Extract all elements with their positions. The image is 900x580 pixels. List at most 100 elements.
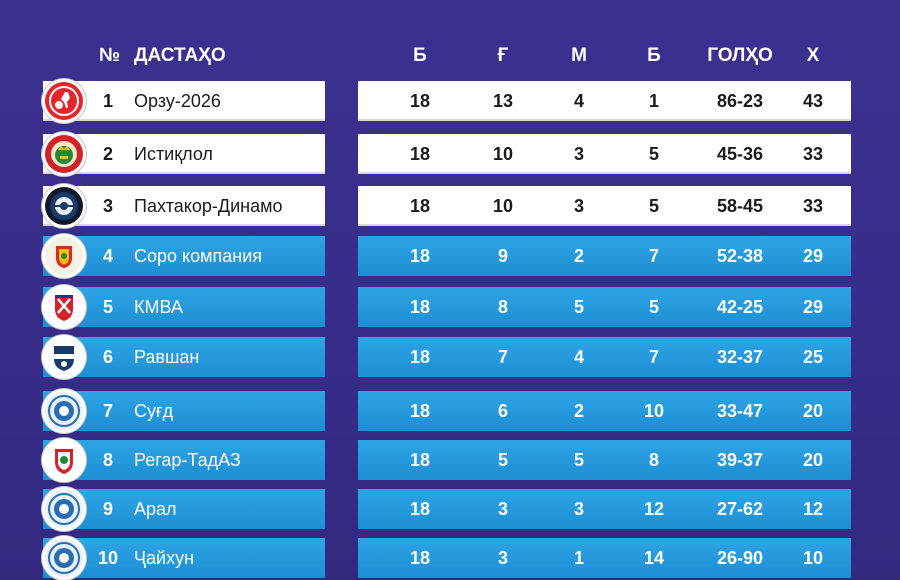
team-cell-bar <box>43 186 325 226</box>
team-cell-bar <box>43 134 325 174</box>
stats-cell-bar <box>358 287 851 327</box>
table-row: 4 Соро компания 18 9 2 7 52-38 29 <box>0 234 900 278</box>
table-row: 2 Истиқлол 18 10 3 5 45-36 33 <box>0 132 900 176</box>
team-logo-icon <box>42 487 86 531</box>
draws-value: 4 <box>573 91 584 111</box>
header-goals: ГОЛҲО <box>707 45 773 66</box>
table-row: 10 Ҷайхун 18 3 1 14 26-90 10 <box>0 536 900 580</box>
losses-value: 5 <box>648 196 659 216</box>
stats-cell-bar <box>358 538 851 578</box>
team-cell-bar <box>43 337 325 377</box>
table-row: 6 Равшан 18 7 4 7 32-37 25 <box>0 335 900 379</box>
table-row: 1 Орзу-2026 18 13 4 1 86-23 43 <box>0 79 900 123</box>
team-position: 3 <box>102 196 113 216</box>
played-value: 18 <box>409 347 431 367</box>
draws-value: 4 <box>573 347 584 367</box>
wins-value: 9 <box>497 246 508 266</box>
team-position: 10 <box>97 548 119 568</box>
team-name: Орзу-2026 <box>134 91 221 111</box>
losses-value: 10 <box>643 401 665 421</box>
wins-value: 3 <box>497 548 508 568</box>
wins-value: 6 <box>497 401 508 421</box>
played-value: 18 <box>409 548 431 568</box>
stats-cell-bar <box>358 81 851 121</box>
goals-value: 58-45 <box>716 196 764 216</box>
losses-value: 14 <box>643 548 665 568</box>
team-name: Суғд <box>134 401 174 421</box>
team-cell-bar <box>43 391 325 431</box>
points-value: 43 <box>802 91 824 111</box>
team-position: 1 <box>102 91 113 111</box>
draws-value: 3 <box>573 144 584 164</box>
header-team: ДАСТАҲО <box>134 45 226 66</box>
points-value: 25 <box>802 347 824 367</box>
team-cell-bar <box>43 489 325 529</box>
table-row: 3 Пахтакор-Динамо 18 10 3 5 58-45 33 <box>0 184 900 228</box>
team-logo-icon <box>42 438 86 482</box>
team-logo-icon <box>42 234 86 278</box>
team-name: Регар-ТадАЗ <box>134 450 241 470</box>
points-value: 20 <box>802 401 824 421</box>
losses-value: 8 <box>648 450 659 470</box>
team-logo-icon <box>42 79 86 123</box>
wins-value: 8 <box>497 297 508 317</box>
goals-value: 39-37 <box>716 450 764 470</box>
team-position: 5 <box>102 297 113 317</box>
stats-cell-bar <box>358 489 851 529</box>
team-logo-icon <box>42 389 86 433</box>
table-row: 7 Суғд 18 6 2 10 33-47 20 <box>0 389 900 433</box>
goals-value: 27-62 <box>716 499 764 519</box>
stats-cell-bar <box>358 134 851 174</box>
played-value: 18 <box>409 246 431 266</box>
points-value: 20 <box>802 450 824 470</box>
table-row: 8 Регар-ТадАЗ 18 5 5 8 39-37 20 <box>0 438 900 482</box>
played-value: 18 <box>409 499 431 519</box>
goals-value: 45-36 <box>716 144 764 164</box>
team-position: 4 <box>102 246 113 266</box>
played-value: 18 <box>409 144 431 164</box>
team-name: Соро компания <box>134 246 262 266</box>
goals-value: 52-38 <box>716 246 764 266</box>
team-position: 2 <box>102 144 113 164</box>
goals-value: 42-25 <box>716 297 764 317</box>
team-logo-icon <box>42 184 86 228</box>
team-name: Равшан <box>134 347 200 367</box>
team-cell-bar <box>43 538 325 578</box>
team-name: Ҷайхун <box>134 548 195 568</box>
losses-value: 5 <box>648 144 659 164</box>
team-name: Арал <box>134 499 177 519</box>
points-value: 33 <box>802 196 824 216</box>
wins-value: 7 <box>497 347 508 367</box>
header-number: № <box>99 45 121 66</box>
losses-value: 5 <box>648 297 659 317</box>
stats-cell-bar <box>358 440 851 480</box>
team-logo-icon <box>42 285 86 329</box>
wins-value: 13 <box>492 91 514 111</box>
header-draws: М <box>571 45 587 66</box>
team-cell-bar <box>43 440 325 480</box>
draws-value: 5 <box>573 297 584 317</box>
wins-value: 10 <box>492 196 514 216</box>
table-row: 9 Арал 18 3 3 12 27-62 12 <box>0 487 900 531</box>
team-name: Истиқлол <box>134 144 213 164</box>
header-wins: Ғ <box>497 45 509 66</box>
table-row: 5 КМВА 18 8 5 5 42-25 29 <box>0 285 900 329</box>
points-value: 12 <box>802 499 824 519</box>
points-value: 10 <box>802 548 824 568</box>
draws-value: 3 <box>573 196 584 216</box>
team-cell-bar <box>43 236 325 276</box>
losses-value: 12 <box>643 499 665 519</box>
team-position: 6 <box>102 347 113 367</box>
team-name: Пахтакор-Динамо <box>134 196 283 216</box>
team-logo-icon <box>42 335 86 379</box>
wins-value: 5 <box>497 450 508 470</box>
team-position: 7 <box>102 401 113 421</box>
header-played: Б <box>413 45 427 66</box>
header-points: Х <box>806 45 820 66</box>
losses-value: 1 <box>648 91 659 111</box>
played-value: 18 <box>409 401 431 421</box>
wins-value: 10 <box>492 144 514 164</box>
draws-value: 1 <box>573 548 584 568</box>
draws-value: 5 <box>573 450 584 470</box>
points-value: 33 <box>802 144 824 164</box>
